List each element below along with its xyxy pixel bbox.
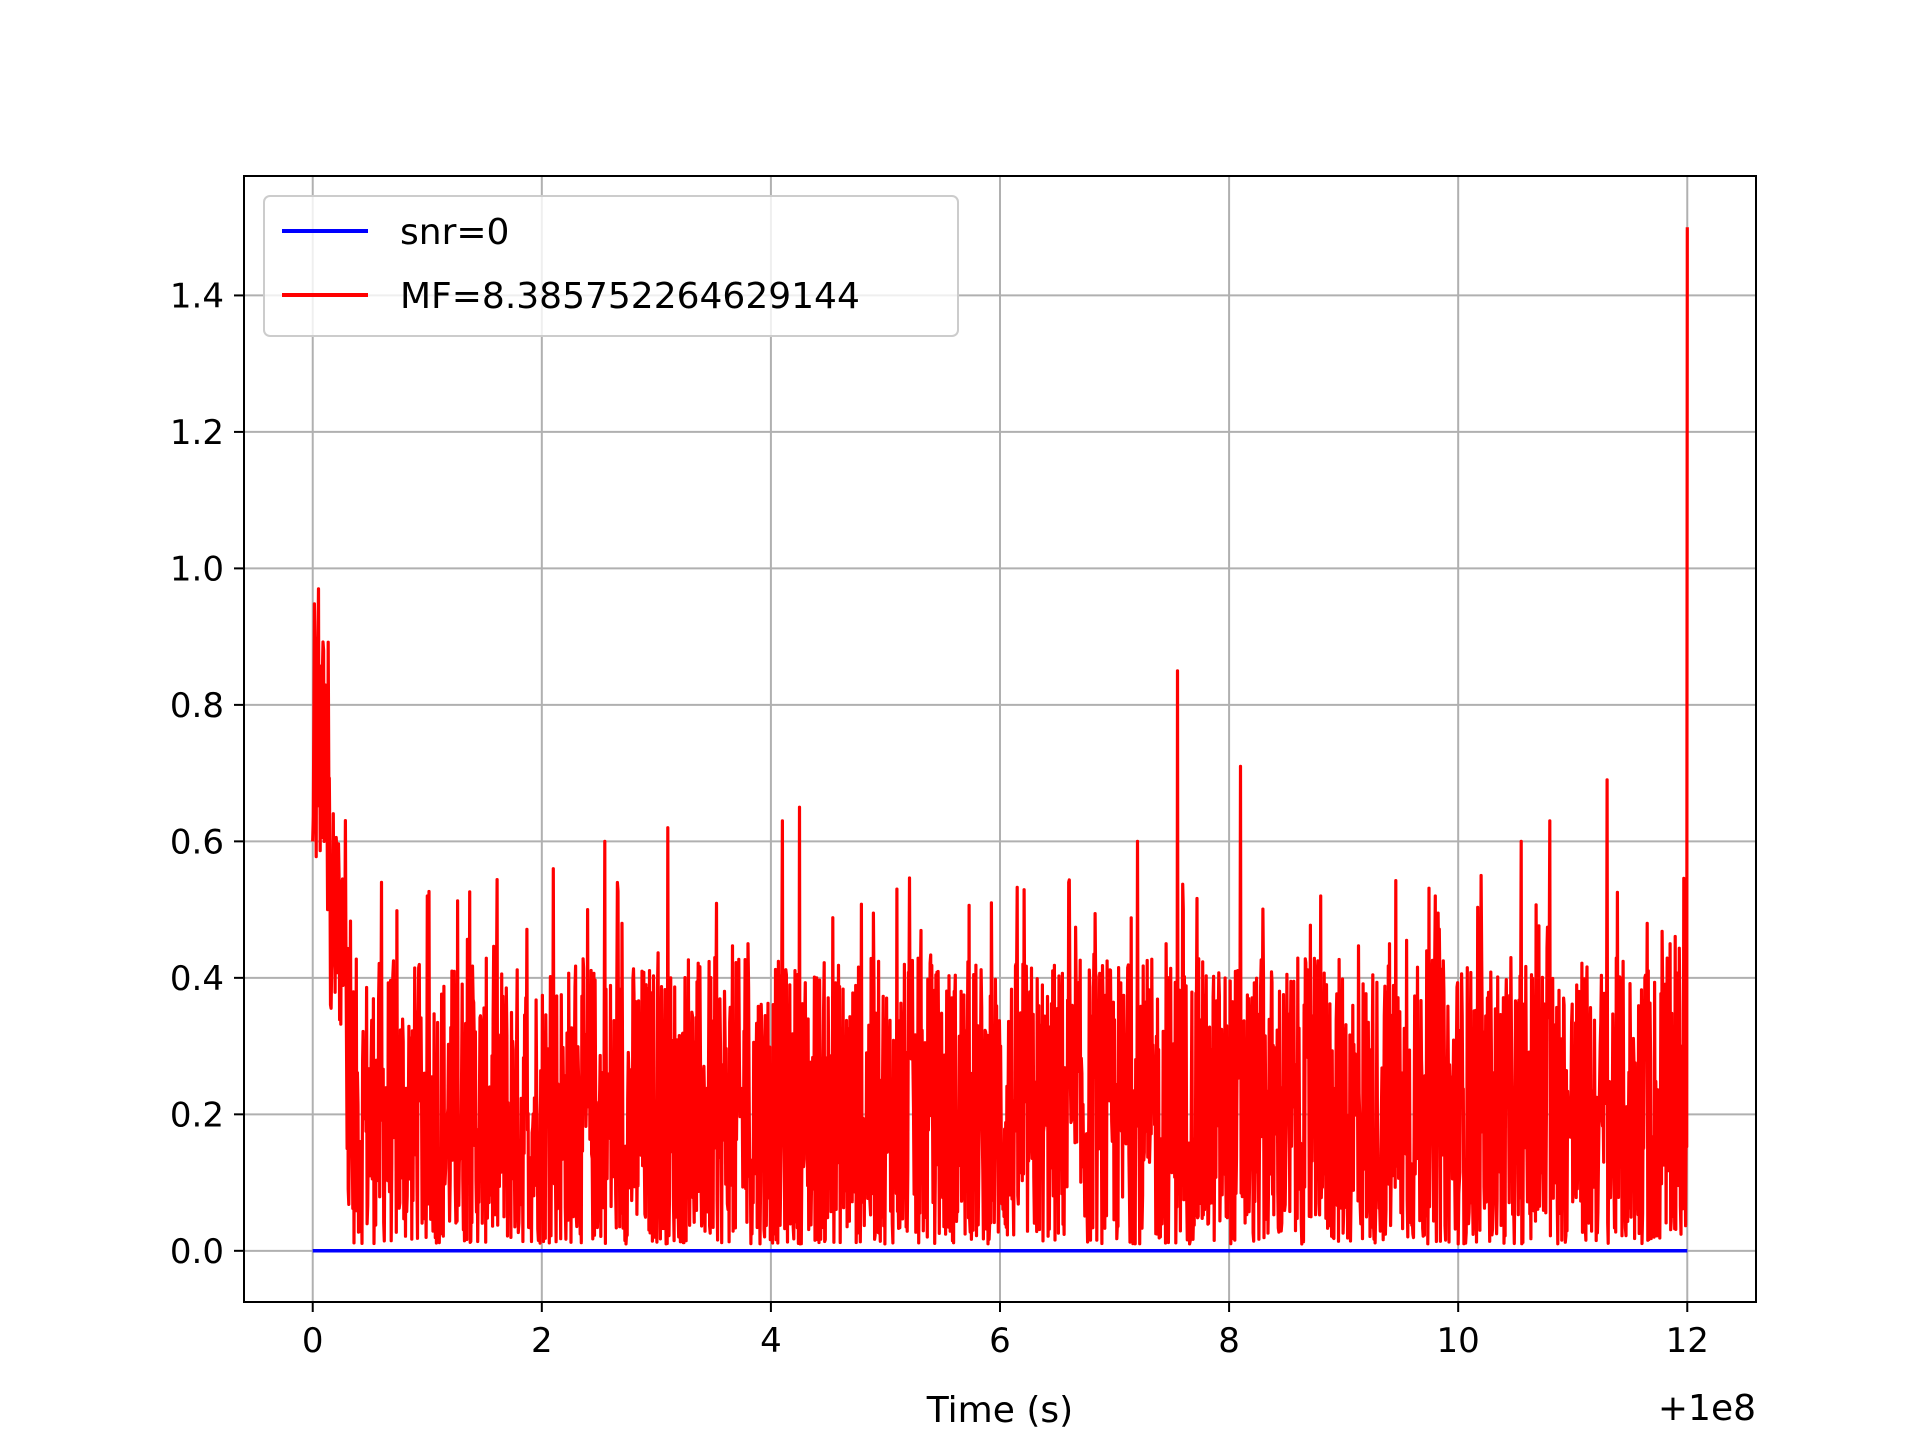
legend-box [263,195,959,337]
y-tick-label: 1.2 [170,413,224,453]
y-tick-label: 0.8 [170,686,224,726]
y-tick-label: 0.0 [170,1232,224,1272]
x-tick-label: 4 [760,1321,782,1361]
legend-label-snr: snr=0 [400,212,509,253]
x-tick-label: 0 [302,1321,324,1361]
y-tick-label: 1.4 [170,276,224,316]
legend-label-mf: MF=8.385752264629144 [400,276,860,317]
x-axis-label: Time (s) [926,1390,1073,1431]
x-tick-label: 8 [1218,1321,1240,1361]
x-tick-label: 10 [1437,1321,1480,1361]
y-axis-ticks: 0.0 0.2 0.4 0.6 0.8 1.0 1.2 1.4 [170,276,244,1272]
x-axis-ticks: 0 2 4 6 8 10 12 [302,1302,1709,1361]
y-tick-label: 1.0 [170,549,224,589]
series-line-mf [311,227,1689,1246]
y-tick-label: 0.4 [170,959,224,999]
legend: snr=0 MF=8.385752264629144 [263,195,959,337]
y-tick-label: 0.6 [170,822,224,862]
x-tick-label: 2 [531,1321,553,1361]
y-tick-label: 0.2 [170,1095,224,1135]
x-axis-offset-label: +1e8 [1658,1388,1756,1429]
x-tick-label: 12 [1666,1321,1709,1361]
series-layer [311,227,1689,1253]
x-tick-label: 6 [989,1321,1011,1361]
